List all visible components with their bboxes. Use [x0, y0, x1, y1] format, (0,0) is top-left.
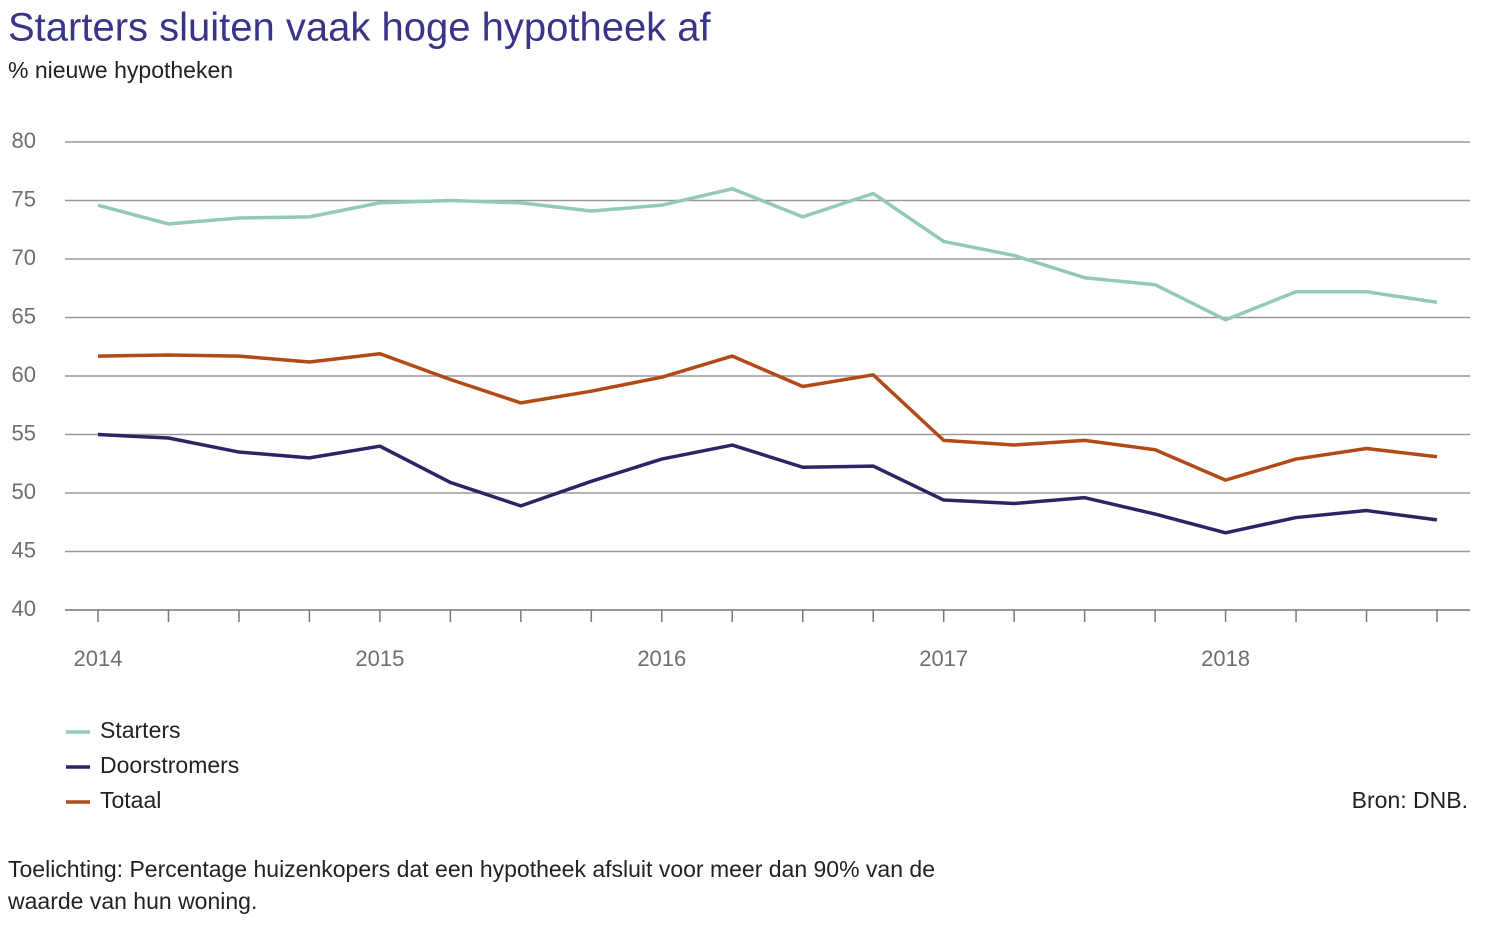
chart-subtitle: % nieuwe hypotheken — [8, 57, 233, 83]
x-tick-label: 2014 — [74, 646, 123, 671]
y-tick-label: 40 — [12, 596, 36, 621]
x-tick-label: 2016 — [637, 646, 686, 671]
source: Bron: DNB. — [1352, 787, 1468, 813]
y-tick-label: 70 — [12, 245, 36, 270]
y-tick-label: 45 — [12, 537, 36, 562]
data-line — [97, 432, 1438, 535]
legend-label: Starters — [100, 717, 181, 743]
y-tick-label: 80 — [12, 128, 36, 153]
chart-title: Starters sluiten vaak hoge hypotheek af — [8, 6, 712, 50]
y-tick-label: 65 — [12, 303, 36, 328]
data-line — [97, 352, 1438, 482]
y-tick-label: 75 — [12, 186, 36, 211]
x-tick-label: 2017 — [919, 646, 968, 671]
x-tick-label: 2015 — [355, 646, 404, 671]
y-tick-label: 55 — [12, 420, 36, 445]
x-tick-label: 2018 — [1201, 646, 1250, 671]
legend-label: Totaal — [100, 787, 161, 813]
note: Toelichting: Percentage huizenkopers dat… — [8, 856, 935, 882]
y-tick-label: 60 — [12, 362, 36, 387]
data-line — [97, 187, 1438, 322]
legend-label: Doorstromers — [100, 752, 239, 778]
note: waarde van hun woning. — [7, 888, 257, 914]
y-tick-label: 50 — [12, 479, 36, 504]
